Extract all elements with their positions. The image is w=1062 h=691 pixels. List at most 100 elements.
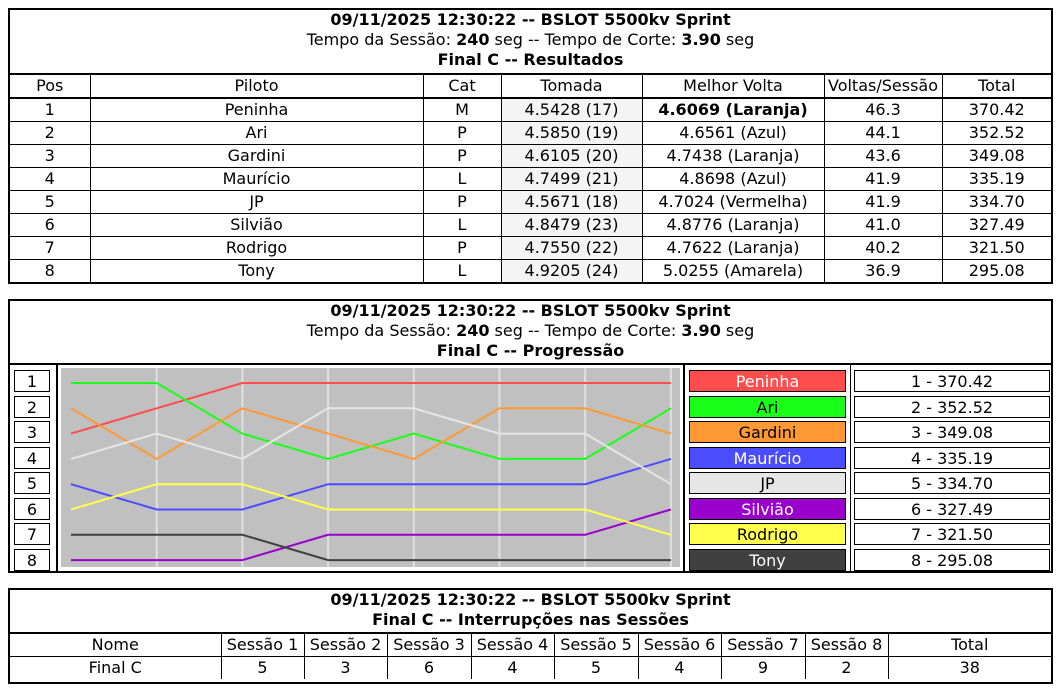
table-row: Final C 5 3 6 4 5 4 9 2 38 (10, 656, 1051, 679)
cat-cell: L (422, 213, 502, 237)
position-number: 7 (14, 523, 50, 545)
total-cell: 370.42 (941, 97, 1051, 122)
int-col-header: Sessão 4 (470, 632, 555, 657)
melhor-volta-cell: 4.7622 (Laranja) (641, 236, 825, 260)
series-line-rodrigo (70, 483, 672, 536)
pos-cell: 8 (10, 259, 91, 282)
pilot-legend-item: Rodrigo (689, 523, 846, 545)
total-cell: 327.49 (941, 213, 1051, 237)
voltas-cell: 41.0 (823, 213, 943, 237)
total-label: 3 - 349.08 (854, 421, 1050, 443)
tomada-cell: 4.5428 (17) (500, 97, 643, 122)
voltas-cell: 41.9 (823, 190, 943, 214)
col-header-pos: Pos (10, 73, 91, 99)
total-cell: 335.19 (941, 167, 1051, 191)
pilot-legend-item: Tony (689, 548, 846, 571)
int-name-cell: Final C (10, 656, 222, 679)
piloto-cell: Silvião (89, 213, 424, 237)
series-line-peninha (70, 382, 671, 435)
int-session-cell: 2 (804, 656, 889, 679)
int-session-cell: 5 (220, 656, 305, 679)
melhor-volta-cell: 4.6561 (Azul) (641, 121, 825, 145)
voltas-cell: 44.1 (823, 121, 943, 145)
voltas-cell: 41.9 (823, 167, 943, 191)
results-title: 09/11/2025 12:30:22 -- BSLOT 5500kv Spri… (330, 10, 731, 29)
cat-cell: P (422, 236, 502, 260)
table-row: 7 Rodrigo P 4.7550 (22) 4.7622 (Laranja) 40.2… (10, 236, 1051, 260)
melhor-volta-cell: 4.7438 (Laranja) (641, 144, 825, 168)
col-header-total: Total (941, 73, 1051, 99)
pilot-legend-item: Maurício (689, 446, 846, 469)
tomada-cell: 4.7499 (21) (500, 167, 643, 191)
interruptions-subtitle: Final C -- Interrupções nas Sessões (372, 610, 689, 629)
piloto-cell: JP (89, 190, 424, 214)
tomada-cell: 4.9205 (24) (500, 259, 643, 282)
tomada-cell: 4.6105 (20) (500, 144, 643, 168)
table-row: 4 Maurício L 4.7499 (21) 4.8698 (Azul) 41.9 33… (10, 167, 1051, 191)
table-row: 1 Peninha M 4.5428 (17) 4.6069 (Laranja) 46.3… (10, 97, 1051, 122)
pos-cell: 3 (10, 144, 91, 168)
total-cell: 352.52 (941, 121, 1051, 145)
melhor-volta-cell: 4.8698 (Azul) (641, 167, 825, 191)
position-number: 1 (14, 370, 50, 392)
int-col-header: Total (887, 632, 1051, 657)
tomada-cell: 4.5850 (19) (500, 121, 643, 145)
pos-cell: 2 (10, 121, 91, 145)
voltas-cell: 43.6 (823, 144, 943, 168)
pos-cell: 7 (10, 236, 91, 260)
piloto-cell: Tony (89, 259, 424, 282)
pilot-legend-item: Peninha (689, 370, 846, 392)
results-header-row: Pos Piloto Cat Tomada Melhor Volta Volta… (10, 73, 1051, 99)
int-col-header: Sessão 6 (637, 632, 722, 657)
piloto-cell: Peninha (89, 97, 424, 122)
piloto-cell: Ari (89, 121, 424, 145)
progression-chart-svg (61, 368, 680, 567)
int-session-cell: 4 (470, 656, 555, 679)
progression-panel: 09/11/2025 12:30:22 -- BSLOT 5500kv Spri… (8, 299, 1053, 573)
pilot-legend-item: Gardini (689, 421, 846, 443)
tomada-cell: 4.7550 (22) (500, 236, 643, 260)
position-number: 8 (14, 548, 50, 571)
table-row: 6 Silvião L 4.8479 (23) 4.8776 (Laranja) 41.0… (10, 213, 1051, 237)
piloto-cell: Rodrigo (89, 236, 424, 260)
series-line-tony (71, 533, 671, 562)
interruptions-title: 09/11/2025 12:30:22 -- BSLOT 5500kv Spri… (330, 590, 731, 609)
int-col-header: Sessão 2 (303, 632, 388, 657)
interruptions-panel: 09/11/2025 12:30:22 -- BSLOT 5500kv Spri… (8, 588, 1053, 684)
int-session-cell: 9 (720, 656, 806, 679)
series-line-gardini (70, 407, 672, 461)
progression-header: 09/11/2025 12:30:22 -- BSLOT 5500kv Spri… (10, 301, 1051, 361)
interruptions-header-row: Nome Sessão 1 Sessão 2 Sessão 3 Sessão 4 Sess… (10, 632, 1051, 657)
int-session-cell: 3 (303, 656, 388, 679)
int-session-cell: 6 (386, 656, 472, 679)
pos-cell: 4 (10, 167, 91, 191)
voltas-cell: 40.2 (823, 236, 943, 260)
results-header: 09/11/2025 12:30:22 -- BSLOT 5500kv Spri… (10, 10, 1051, 70)
int-col-header: Sessão 8 (804, 632, 889, 657)
total-cell: 334.70 (941, 190, 1051, 214)
melhor-volta-cell: 4.6069 (Laranja) (641, 97, 825, 122)
total-label: 5 - 334.70 (854, 472, 1050, 494)
table-row: 8 Tony L 4.9205 (24) 5.0255 (Amarela) 36.9 295… (10, 259, 1051, 282)
series-line-jp (70, 407, 672, 486)
int-col-header: Sessão 3 (386, 632, 472, 657)
total-cell: 349.08 (941, 144, 1051, 168)
int-col-header: Sessão 5 (553, 632, 639, 657)
divider (850, 365, 851, 573)
series-line-maurício (70, 457, 672, 511)
table-row: 2 Ari P 4.5850 (19) 4.6561 (Azul) 44.1 352.52 (10, 121, 1051, 145)
int-session-cell: 4 (637, 656, 722, 679)
int-col-header: Sessão 7 (720, 632, 806, 657)
voltas-cell: 46.3 (823, 97, 943, 122)
cat-cell: M (422, 97, 502, 122)
int-col-header: Nome (10, 632, 222, 657)
results-subtitle: Final C -- Resultados (437, 50, 624, 69)
progression-session-info: Tempo da Sessão: 240 seg -- Tempo de Cor… (306, 321, 755, 340)
total-label: 7 - 321.50 (854, 523, 1050, 545)
col-header-melhor-volta: Melhor Volta (641, 73, 825, 99)
tomada-cell: 4.5671 (18) (500, 190, 643, 214)
cat-cell: L (422, 167, 502, 191)
tomada-cell: 4.8479 (23) (500, 213, 643, 237)
piloto-cell: Maurício (89, 167, 424, 191)
int-session-cell: 5 (553, 656, 639, 679)
